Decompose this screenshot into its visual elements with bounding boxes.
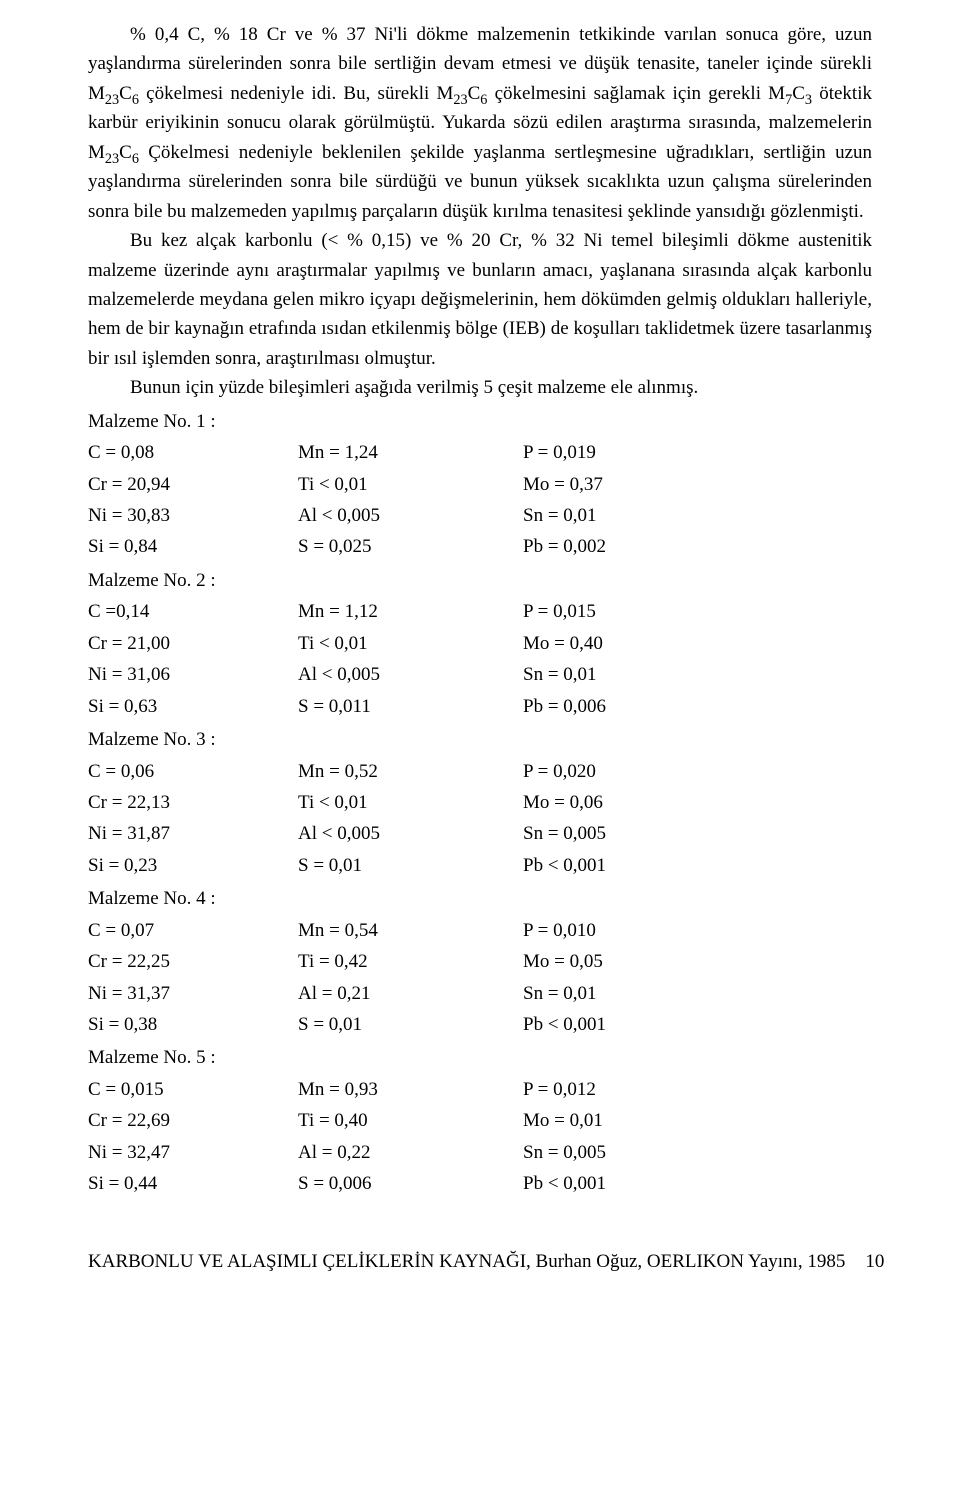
- composition-row: Ni = 31,06Al < 0,005Sn = 0,01: [88, 660, 872, 689]
- material-heading: Malzeme No. 1 :: [88, 407, 872, 436]
- composition-cell: Mn = 1,12: [298, 597, 523, 626]
- composition-cell: P = 0,015: [523, 597, 596, 626]
- composition-row: Cr = 21,00Ti < 0,01Mo = 0,40: [88, 629, 872, 658]
- composition-cell: Mo = 0,05: [523, 947, 603, 976]
- body-paragraph-1: % 0,4 C, % 18 Cr ve % 37 Ni'li dökme mal…: [88, 20, 872, 226]
- composition-cell: Sn = 0,01: [523, 660, 597, 689]
- composition-cell: P = 0,019: [523, 438, 596, 467]
- composition-row: Si = 0,44S = 0,006Pb < 0,001: [88, 1169, 872, 1198]
- composition-cell: Mo = 0,37: [523, 470, 603, 499]
- composition-cell: Pb = 0,002: [523, 532, 606, 561]
- composition-row: Cr = 22,13Ti < 0,01Mo = 0,06: [88, 788, 872, 817]
- composition-row: C = 0,08Mn = 1,24P = 0,019: [88, 438, 872, 467]
- composition-row: Si = 0,84S = 0,025Pb = 0,002: [88, 532, 872, 561]
- composition-cell: Si = 0,44: [88, 1169, 298, 1198]
- composition-cell: Mn = 0,52: [298, 757, 523, 786]
- body-paragraph-3: Bunun için yüzde bileşimleri aşağıda ver…: [88, 373, 872, 402]
- material-heading: Malzeme No. 2 :: [88, 566, 872, 595]
- composition-row: C = 0,015Mn = 0,93P = 0,012: [88, 1075, 872, 1104]
- composition-row: Ni = 31,37Al = 0,21Sn = 0,01: [88, 979, 872, 1008]
- composition-cell: Ni = 30,83: [88, 501, 298, 530]
- composition-cell: Cr = 22,13: [88, 788, 298, 817]
- composition-cell: Al = 0,22: [298, 1138, 523, 1167]
- composition-cell: Sn = 0,01: [523, 979, 597, 1008]
- material-heading: Malzeme No. 4 :: [88, 884, 872, 913]
- composition-row: C =0,14Mn = 1,12P = 0,015: [88, 597, 872, 626]
- composition-cell: Al < 0,005: [298, 819, 523, 848]
- composition-row: Si = 0,23S = 0,01Pb < 0,001: [88, 851, 872, 880]
- composition-row: C = 0,06Mn = 0,52P = 0,020: [88, 757, 872, 786]
- footer-page-number: 10: [845, 1247, 884, 1276]
- composition-cell: Cr = 20,94: [88, 470, 298, 499]
- composition-cell: Ti < 0,01: [298, 788, 523, 817]
- composition-cell: S = 0,01: [298, 851, 523, 880]
- composition-cell: Si = 0,84: [88, 532, 298, 561]
- composition-cell: Ti = 0,42: [298, 947, 523, 976]
- composition-cell: Si = 0,38: [88, 1010, 298, 1039]
- composition-cell: Pb < 0,001: [523, 1010, 606, 1039]
- composition-cell: Cr = 21,00: [88, 629, 298, 658]
- composition-cell: C = 0,015: [88, 1075, 298, 1104]
- composition-cell: Mn = 0,54: [298, 916, 523, 945]
- composition-cell: Al < 0,005: [298, 660, 523, 689]
- composition-row: Si = 0,63S = 0,011Pb = 0,006: [88, 692, 872, 721]
- composition-cell: Sn = 0,01: [523, 501, 597, 530]
- composition-row: Si = 0,38S = 0,01Pb < 0,001: [88, 1010, 872, 1039]
- composition-cell: Pb < 0,001: [523, 851, 606, 880]
- composition-cell: Mn = 0,93: [298, 1075, 523, 1104]
- composition-row: Ni = 30,83Al < 0,005Sn = 0,01: [88, 501, 872, 530]
- composition-cell: Cr = 22,69: [88, 1106, 298, 1135]
- composition-cell: Sn = 0,005: [523, 819, 606, 848]
- composition-cell: C =0,14: [88, 597, 298, 626]
- composition-cell: P = 0,020: [523, 757, 596, 786]
- material-heading: Malzeme No. 3 :: [88, 725, 872, 754]
- composition-cell: Cr = 22,25: [88, 947, 298, 976]
- footer-title: KARBONLU VE ALAŞIMLI ÇELİKLERİN KAYNAĞI,…: [88, 1247, 845, 1276]
- composition-row: Ni = 31,87Al < 0,005Sn = 0,005: [88, 819, 872, 848]
- composition-cell: Si = 0,23: [88, 851, 298, 880]
- composition-row: Ni = 32,47Al = 0,22Sn = 0,005: [88, 1138, 872, 1167]
- composition-cell: Mo = 0,01: [523, 1106, 603, 1135]
- composition-row: Cr = 22,25Ti = 0,42Mo = 0,05: [88, 947, 872, 976]
- composition-cell: Ni = 31,87: [88, 819, 298, 848]
- composition-cell: Pb < 0,001: [523, 1169, 606, 1198]
- composition-cell: P = 0,010: [523, 916, 596, 945]
- composition-cell: Ni = 31,06: [88, 660, 298, 689]
- composition-cell: P = 0,012: [523, 1075, 596, 1104]
- composition-cell: Mo = 0,06: [523, 788, 603, 817]
- composition-cell: Si = 0,63: [88, 692, 298, 721]
- body-paragraph-2: Bu kez alçak karbonlu (< % 0,15) ve % 20…: [88, 226, 872, 373]
- composition-cell: Al = 0,21: [298, 979, 523, 1008]
- composition-cell: S = 0,025: [298, 532, 523, 561]
- composition-cell: S = 0,01: [298, 1010, 523, 1039]
- composition-cell: Mo = 0,40: [523, 629, 603, 658]
- composition-cell: Ni = 32,47: [88, 1138, 298, 1167]
- composition-cell: Al < 0,005: [298, 501, 523, 530]
- composition-cell: Ti < 0,01: [298, 629, 523, 658]
- composition-cell: Mn = 1,24: [298, 438, 523, 467]
- page-footer: KARBONLU VE ALAŞIMLI ÇELİKLERİN KAYNAĞI,…: [88, 1247, 872, 1276]
- composition-cell: Pb = 0,006: [523, 692, 606, 721]
- composition-cell: C = 0,07: [88, 916, 298, 945]
- composition-cell: C = 0,08: [88, 438, 298, 467]
- composition-cell: Ti = 0,40: [298, 1106, 523, 1135]
- composition-cell: Ni = 31,37: [88, 979, 298, 1008]
- composition-row: C = 0,07Mn = 0,54P = 0,010: [88, 916, 872, 945]
- composition-row: Cr = 20,94Ti < 0,01Mo = 0,37: [88, 470, 872, 499]
- composition-row: Cr = 22,69Ti = 0,40Mo = 0,01: [88, 1106, 872, 1135]
- composition-cell: S = 0,011: [298, 692, 523, 721]
- material-heading: Malzeme No. 5 :: [88, 1043, 872, 1072]
- composition-cell: Sn = 0,005: [523, 1138, 606, 1167]
- composition-cell: C = 0,06: [88, 757, 298, 786]
- composition-cell: S = 0,006: [298, 1169, 523, 1198]
- composition-cell: Ti < 0,01: [298, 470, 523, 499]
